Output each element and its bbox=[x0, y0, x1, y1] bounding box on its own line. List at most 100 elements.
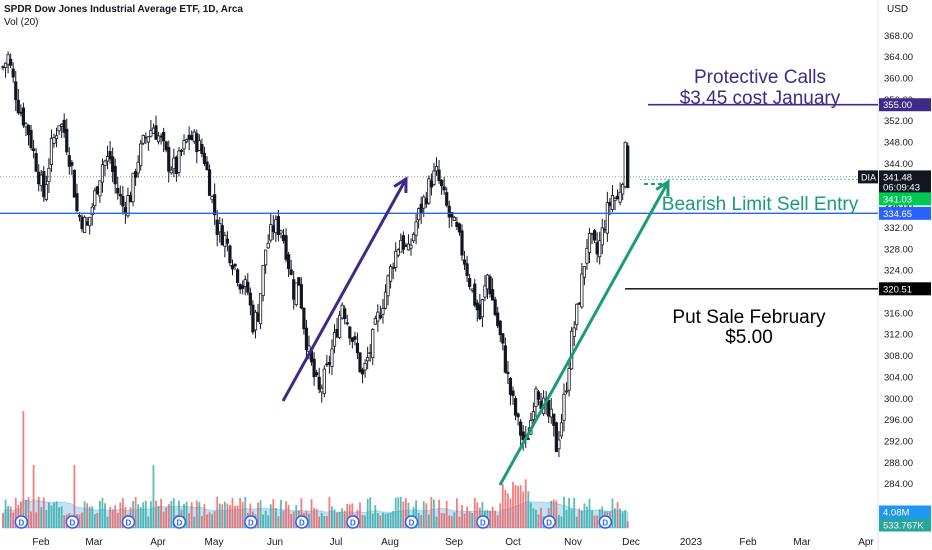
candle-body bbox=[376, 311, 380, 322]
candle-body bbox=[417, 208, 421, 221]
volume-bar bbox=[290, 514, 293, 528]
candle bbox=[513, 395, 518, 421]
volume-bar bbox=[461, 504, 463, 528]
candle bbox=[286, 251, 291, 278]
volume-bar bbox=[325, 516, 328, 528]
candle-body bbox=[37, 171, 41, 185]
volume-bar bbox=[53, 502, 55, 528]
candle-body bbox=[164, 141, 168, 151]
volume-bar bbox=[496, 515, 499, 528]
dividend-marker-label: D bbox=[69, 519, 75, 528]
volume-bar bbox=[440, 513, 443, 528]
candle bbox=[511, 386, 515, 405]
candle bbox=[98, 180, 102, 203]
volume-ma-tag: 4.08M bbox=[879, 505, 931, 519]
y-tick-label: 332.00 bbox=[884, 223, 913, 234]
candle-body bbox=[195, 133, 199, 153]
candle bbox=[174, 155, 178, 182]
volume-bar bbox=[50, 505, 53, 528]
volume-bar bbox=[19, 501, 22, 528]
candle bbox=[88, 216, 92, 235]
candle bbox=[164, 140, 168, 153]
candle bbox=[414, 212, 418, 245]
volume-bar bbox=[389, 512, 392, 528]
candle-body bbox=[608, 201, 612, 206]
volume-bar bbox=[111, 509, 114, 528]
candle-body bbox=[626, 145, 630, 188]
candle bbox=[162, 127, 166, 153]
volume-bar bbox=[320, 512, 323, 528]
candle-body bbox=[411, 233, 416, 242]
volume-bar bbox=[586, 506, 588, 528]
candle-body bbox=[360, 369, 365, 375]
candle bbox=[243, 275, 247, 296]
dividend-marker-label: D bbox=[409, 519, 415, 528]
volume-bar bbox=[399, 496, 402, 528]
candle-body bbox=[371, 328, 375, 359]
candle-body bbox=[65, 128, 69, 153]
y-tick-label: 288.00 bbox=[884, 458, 913, 469]
volume-bar bbox=[450, 516, 453, 528]
candle-body bbox=[72, 169, 76, 198]
candle-body bbox=[146, 136, 150, 143]
y-tick-label: 304.00 bbox=[884, 372, 913, 383]
volume-bar bbox=[415, 500, 417, 528]
volume-bar bbox=[165, 507, 168, 528]
candle-body bbox=[136, 161, 140, 174]
candle bbox=[248, 287, 252, 316]
candle-body bbox=[85, 221, 89, 226]
candle bbox=[93, 187, 97, 210]
candle-body bbox=[490, 289, 495, 301]
candle-body bbox=[462, 259, 467, 265]
candle-body bbox=[610, 195, 615, 210]
volume-bar bbox=[280, 499, 282, 528]
volume-bar bbox=[234, 505, 236, 528]
volume-bar bbox=[394, 497, 397, 528]
volume-bar bbox=[231, 498, 234, 528]
candle bbox=[44, 175, 48, 202]
candle-body bbox=[98, 180, 102, 197]
candle-body bbox=[88, 216, 92, 227]
candle bbox=[70, 159, 74, 176]
candle-body bbox=[286, 254, 291, 269]
current-price-label: 341.48 bbox=[883, 172, 912, 183]
candle bbox=[350, 337, 354, 349]
volume-bar bbox=[529, 502, 532, 528]
candle-body bbox=[105, 156, 110, 162]
x-tick-label: Apr bbox=[858, 537, 874, 548]
candle-body bbox=[355, 342, 360, 354]
volume-bar bbox=[374, 505, 377, 528]
candle-body bbox=[200, 143, 204, 154]
candle-body bbox=[47, 167, 51, 183]
candle bbox=[100, 158, 105, 193]
volume-bar bbox=[155, 500, 157, 528]
candle bbox=[488, 274, 492, 298]
volume-bar bbox=[422, 501, 425, 528]
candle bbox=[34, 148, 38, 173]
candle bbox=[136, 155, 140, 178]
candle-body bbox=[409, 244, 413, 249]
dividend-marker: D bbox=[172, 515, 187, 529]
candle-body bbox=[238, 284, 242, 290]
candle bbox=[52, 133, 56, 148]
volume-bar bbox=[55, 501, 58, 528]
candle-body bbox=[258, 293, 263, 325]
y-tick-label: 348.00 bbox=[884, 138, 913, 149]
candle bbox=[118, 185, 122, 205]
volume-bar bbox=[565, 510, 568, 528]
volume-bar bbox=[573, 497, 576, 528]
volume-bar bbox=[73, 465, 76, 528]
candle bbox=[564, 382, 569, 395]
candle bbox=[133, 168, 138, 186]
candle-body bbox=[111, 156, 115, 172]
volume-bar bbox=[527, 491, 530, 528]
candle bbox=[613, 196, 617, 211]
volume-bar bbox=[119, 502, 122, 528]
candle bbox=[378, 305, 383, 320]
volume-bar bbox=[139, 507, 142, 528]
candle-body bbox=[248, 292, 252, 306]
countdown-label: 06:09:43 bbox=[883, 182, 920, 193]
candle bbox=[554, 421, 558, 453]
candle-body bbox=[557, 439, 561, 450]
